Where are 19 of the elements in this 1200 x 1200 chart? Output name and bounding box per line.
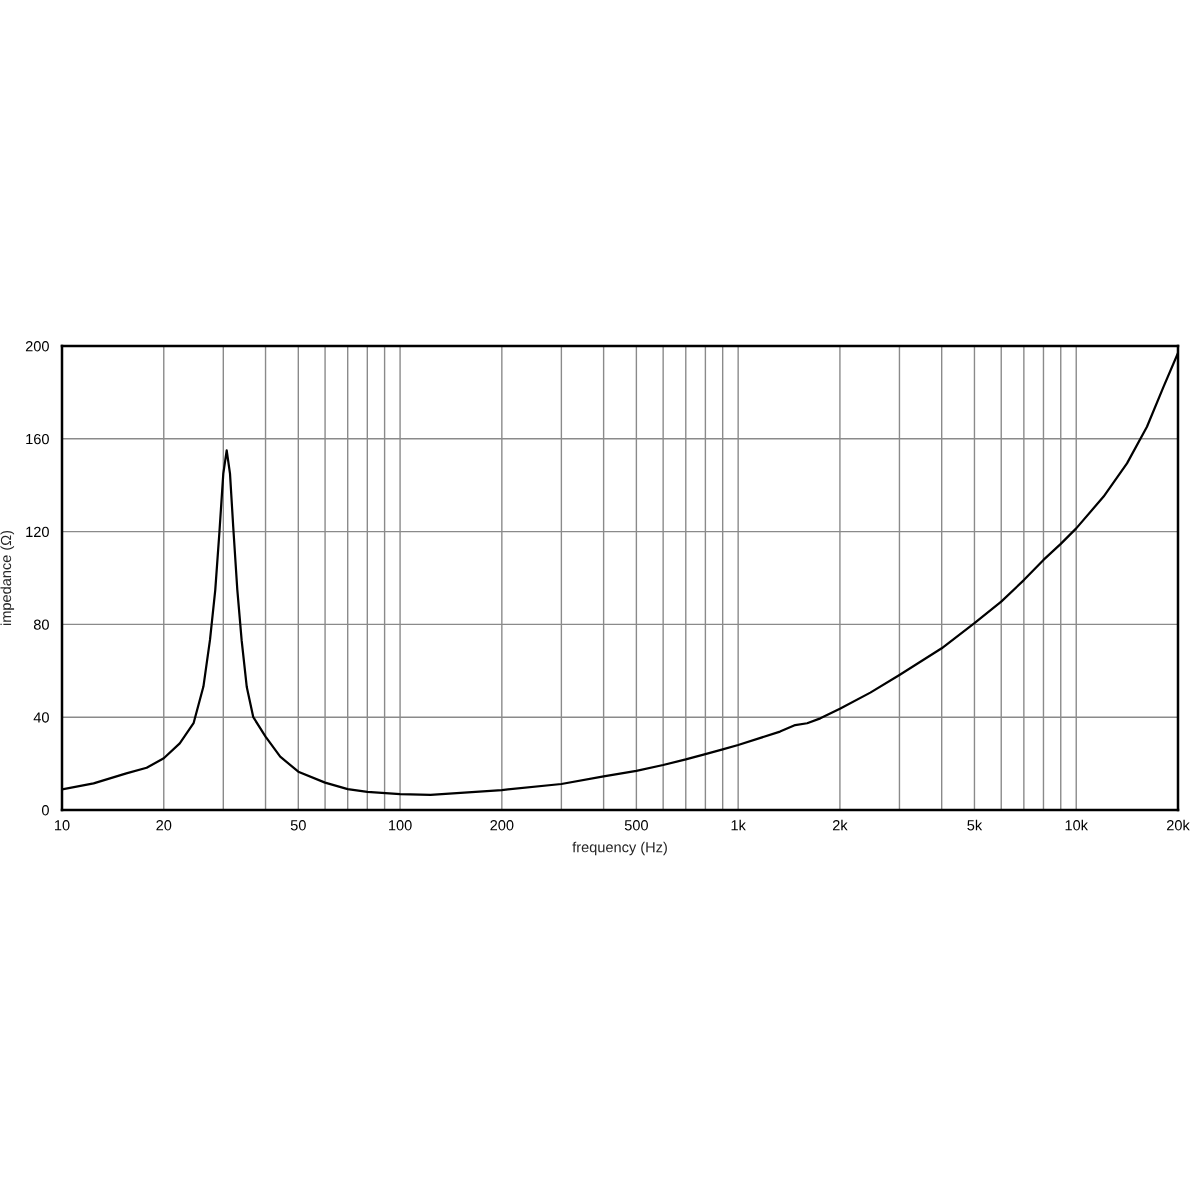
x-tick-label: 500: [624, 820, 648, 831]
x-tick-label: 100: [389, 820, 412, 831]
x-tick-label: 10: [55, 820, 70, 831]
x-tick-label: 200: [490, 820, 514, 831]
y-tick-label: 160: [26, 433, 49, 445]
x-tick-label: 20k: [1166, 819, 1190, 831]
x-tick-label: 50: [290, 820, 306, 831]
x-tick-label: 10k: [1065, 819, 1089, 831]
y-tick-label: 80: [33, 619, 49, 630]
y-tick-label: 200: [25, 341, 49, 352]
y-tick-label: 120: [26, 526, 49, 538]
x-axis-title: frequency (Hz): [572, 841, 667, 856]
y-tick-label: 0: [41, 805, 49, 816]
x-tick-label: 2k: [832, 819, 848, 831]
y-tick-label: 40: [33, 712, 49, 723]
x-tick-label: 1k: [731, 819, 746, 831]
y-axis-title: impedance (Ω): [0, 530, 15, 626]
x-tick-label: 20: [156, 820, 172, 831]
x-tick-label: 5k: [967, 819, 983, 831]
